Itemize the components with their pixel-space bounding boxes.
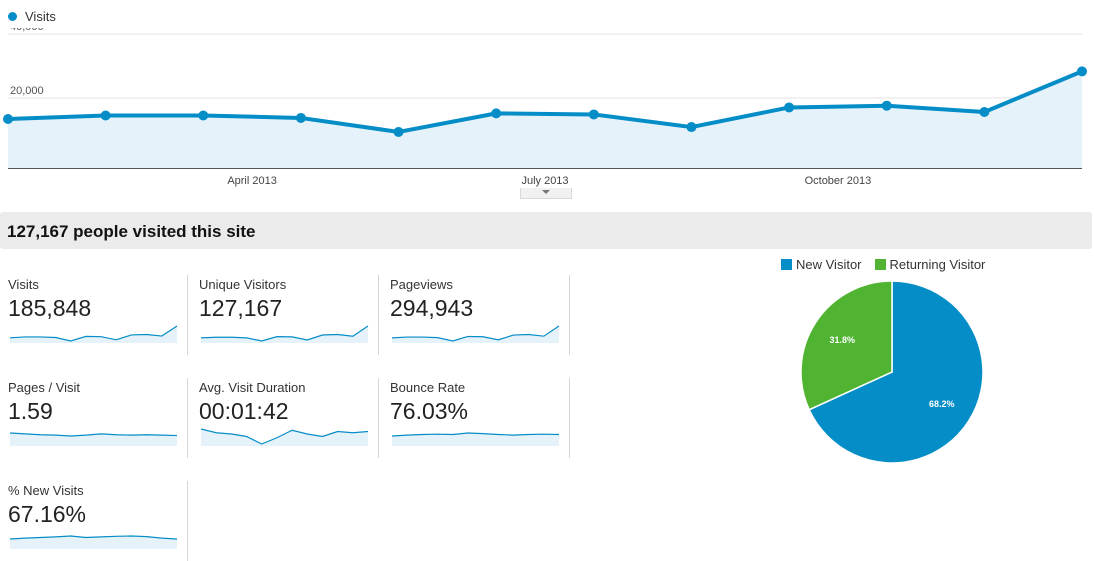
- chart-legend[interactable]: Visits: [8, 9, 56, 24]
- legend-label-new-visitor: New Visitor: [796, 257, 862, 272]
- metric-label-visits: Visits: [8, 277, 39, 292]
- sparkline: [10, 325, 178, 343]
- new-visitor-swatch: [781, 259, 792, 270]
- data-point[interactable]: [881, 100, 892, 111]
- metric-label-avg-visit-duration: Avg. Visit Duration: [199, 380, 306, 395]
- metric-tile[interactable]: Visits 185,848: [8, 275, 188, 355]
- sparkline-area: [10, 536, 177, 549]
- tile-divider: [187, 378, 188, 458]
- returning-visitor-swatch: [874, 259, 886, 270]
- sparkline: [10, 432, 178, 446]
- sparkline-area: [201, 429, 368, 446]
- y-tick-label: 40,000: [10, 28, 44, 33]
- tile-divider: [378, 378, 379, 458]
- data-point[interactable]: [784, 102, 795, 113]
- metric-tile[interactable]: Avg. Visit Duration 00:01:42: [199, 378, 379, 458]
- pie-slice-new-visitor[interactable]: [808, 280, 984, 464]
- data-point[interactable]: [1077, 66, 1087, 77]
- pie-legend: New Visitor Returning Visitor: [781, 257, 998, 272]
- series-area: [8, 71, 1082, 168]
- metric-tile[interactable]: Bounce Rate 76.03%: [390, 378, 570, 458]
- sparkline: [201, 325, 369, 343]
- metric-label-new-visits: % New Visits: [8, 483, 84, 498]
- sparkline-area: [10, 433, 177, 446]
- x-tick-label: April 2013: [227, 175, 277, 187]
- pie-data-label: 31.8%: [829, 335, 855, 345]
- metric-value-avg-visit-duration: 00:01:42: [199, 398, 289, 424]
- data-point[interactable]: [393, 126, 404, 137]
- sparkline: [392, 432, 560, 446]
- tile-divider: [569, 275, 570, 355]
- tile-divider: [187, 481, 188, 561]
- data-point[interactable]: [979, 107, 990, 117]
- sparkline-area: [10, 326, 177, 343]
- x-tick-label: October 2013: [805, 175, 872, 187]
- visits-line-chart[interactable]: 40,000 20,000 April 2013 July 2013 October 2…: [0, 28, 1094, 188]
- pie-data-label: 68.2%: [929, 399, 955, 409]
- sparkline-line: [392, 325, 560, 342]
- metric-label-pageviews: Pageviews: [390, 277, 453, 292]
- metric-value-pages-visit: 1.59: [8, 398, 53, 424]
- data-point[interactable]: [3, 114, 13, 124]
- visitor-pie-chart[interactable]: 68.2% 31.8%: [790, 280, 990, 480]
- pie-slice-returning-visitor[interactable]: [800, 280, 893, 411]
- sparkline-line: [10, 535, 178, 540]
- chevron-down-icon: [542, 190, 550, 194]
- sparkline-line: [201, 325, 369, 342]
- sparkline-line: [201, 428, 369, 445]
- sparkline: [201, 428, 369, 446]
- metric-tile[interactable]: % New Visits 67.16%: [8, 481, 188, 561]
- metric-label-pages-visit: Pages / Visit: [8, 380, 81, 395]
- summary-bar: 127,167 people visited this site: [0, 212, 1092, 249]
- legend-label-returning-visitor: Returning Visitor: [889, 257, 986, 272]
- sparkline-area: [392, 433, 559, 446]
- metric-value-pageviews: 294,943: [390, 295, 474, 321]
- series-name: Visits: [25, 9, 56, 24]
- y-tick-label: 20,000: [10, 85, 44, 97]
- sparkline-line: [392, 432, 560, 437]
- legend-item-new-visitor[interactable]: New Visitor: [781, 257, 862, 272]
- x-tick-label: July 2013: [521, 175, 568, 187]
- tile-divider: [378, 275, 379, 355]
- series-line: [7, 69, 1083, 134]
- data-point[interactable]: [491, 108, 502, 119]
- tile-divider: [569, 378, 570, 458]
- data-point[interactable]: [686, 122, 697, 133]
- metric-value-unique-visitors: 127,167: [199, 295, 283, 321]
- sparkline-area: [392, 326, 559, 343]
- sparkline-line: [10, 432, 178, 437]
- collapse-chart-handle[interactable]: [520, 188, 572, 199]
- data-point[interactable]: [588, 109, 599, 120]
- data-point[interactable]: [198, 110, 209, 121]
- sparkline: [392, 325, 560, 343]
- metric-value-bounce-rate: 76.03%: [390, 398, 469, 424]
- sparkline: [10, 535, 178, 549]
- summary-title: 127,167 people visited this site: [7, 222, 256, 241]
- series-dot-icon: [8, 12, 17, 21]
- metric-tile[interactable]: Unique Visitors 127,167: [199, 275, 379, 355]
- metric-value-visits: 185,848: [8, 295, 92, 321]
- metric-value-new-visits: 67.16%: [8, 501, 87, 527]
- sparkline-line: [10, 325, 178, 342]
- data-point[interactable]: [295, 112, 306, 123]
- metric-label-unique-visitors: Unique Visitors: [199, 277, 287, 292]
- metric-tile[interactable]: Pages / Visit 1.59: [8, 378, 188, 458]
- metric-label-bounce-rate: Bounce Rate: [390, 380, 466, 395]
- data-point[interactable]: [100, 110, 111, 121]
- legend-item-returning-visitor[interactable]: Returning Visitor: [874, 257, 986, 272]
- sparkline-area: [201, 326, 368, 343]
- tile-divider: [187, 275, 188, 355]
- metric-tile[interactable]: Pageviews 294,943: [390, 275, 570, 355]
